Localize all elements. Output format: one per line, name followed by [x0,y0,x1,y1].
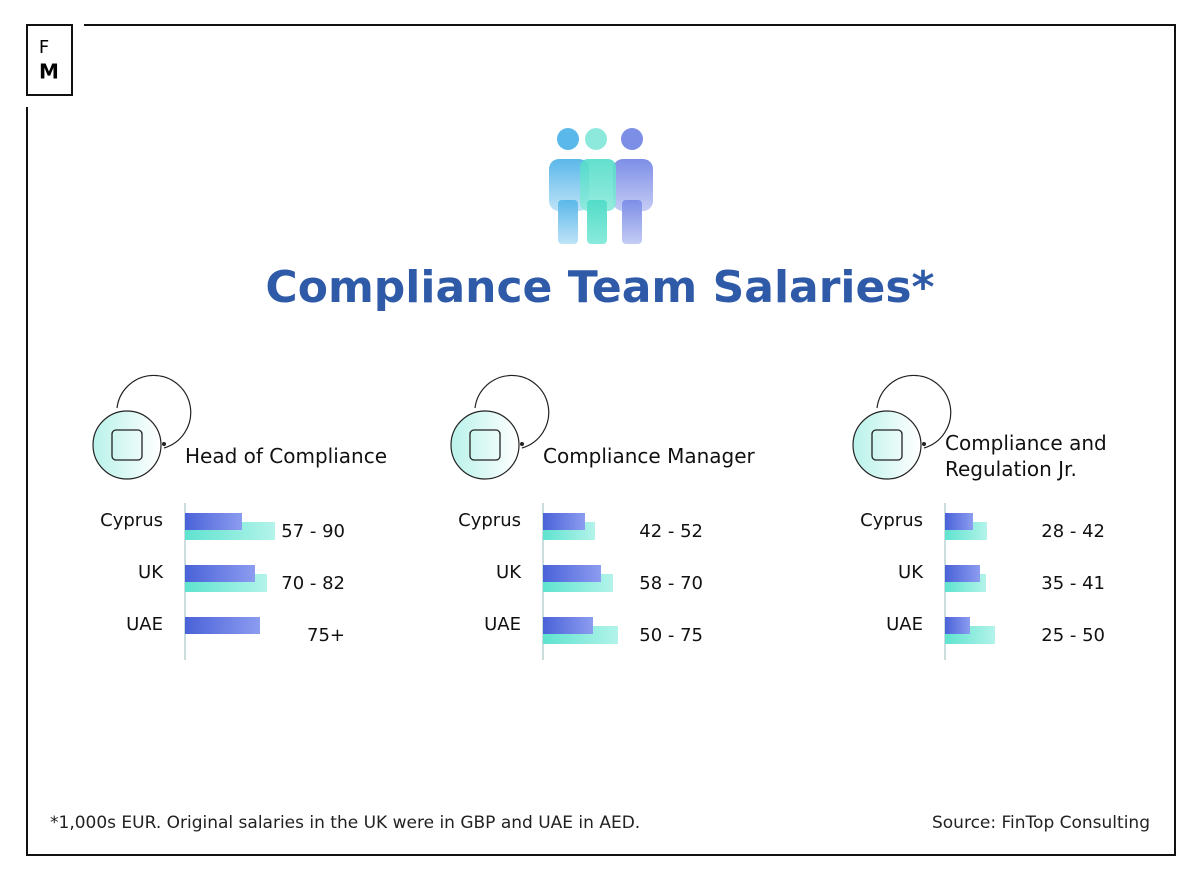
bar [945,617,970,634]
bar [543,513,585,530]
people-icon [549,128,653,244]
icon-arc [876,374,952,449]
panel-title: Head of Compliance [185,444,388,468]
source: Source: FinTop Consulting [932,813,1150,833]
logo-bottom: M [39,60,59,84]
icon-dot [922,442,926,446]
icon-dot [520,442,524,446]
panel-title: Compliance Manager [543,444,755,468]
logo-top: F [39,37,49,58]
value-label: 70 - 82 [281,573,345,594]
bar [945,565,980,582]
category-label: UAE [484,614,521,635]
bar [945,513,973,530]
value-label: 75+ [307,625,345,646]
icon-circle [450,410,520,480]
icon-glyph [469,429,501,461]
bar [185,565,255,582]
footnote: *1,000s EUR. Original salaries in the UK… [50,813,640,833]
bar [543,617,593,634]
main-title: Compliance Team Salaries* [265,262,934,313]
panel-title: Compliance and Regulation Jr. [945,431,1107,481]
panel-title-box: Head of Compliance [185,444,388,468]
category-label: UK [898,562,924,583]
icon-circle [852,410,922,480]
logo-box [26,24,73,96]
category-label: UK [138,562,164,583]
value-label: 57 - 90 [281,521,345,542]
bar [185,513,242,530]
panel-title-box: Compliance and Regulation Jr. [945,431,1107,481]
value-label: 28 - 42 [1041,521,1105,542]
value-label: 25 - 50 [1041,625,1105,646]
icon-glyph [871,429,903,461]
category-label: Cyprus [458,510,521,531]
value-label: 58 - 70 [639,573,703,594]
icon-glyph [111,429,143,461]
category-label: Cyprus [100,510,163,531]
icon-dot [162,442,166,446]
value-label: 50 - 75 [639,625,703,646]
frame [26,24,1176,856]
category-label: UAE [126,614,163,635]
panel-title-box: Compliance Manager [543,444,755,468]
category-label: UK [496,562,522,583]
category-label: UAE [886,614,923,635]
icon-arc [116,374,192,449]
value-label: 35 - 41 [1041,573,1105,594]
bar [185,617,260,634]
value-label: 42 - 52 [639,521,703,542]
icon-circle [92,410,162,480]
category-label: Cyprus [860,510,923,531]
bar [543,565,601,582]
icon-arc [474,374,550,449]
